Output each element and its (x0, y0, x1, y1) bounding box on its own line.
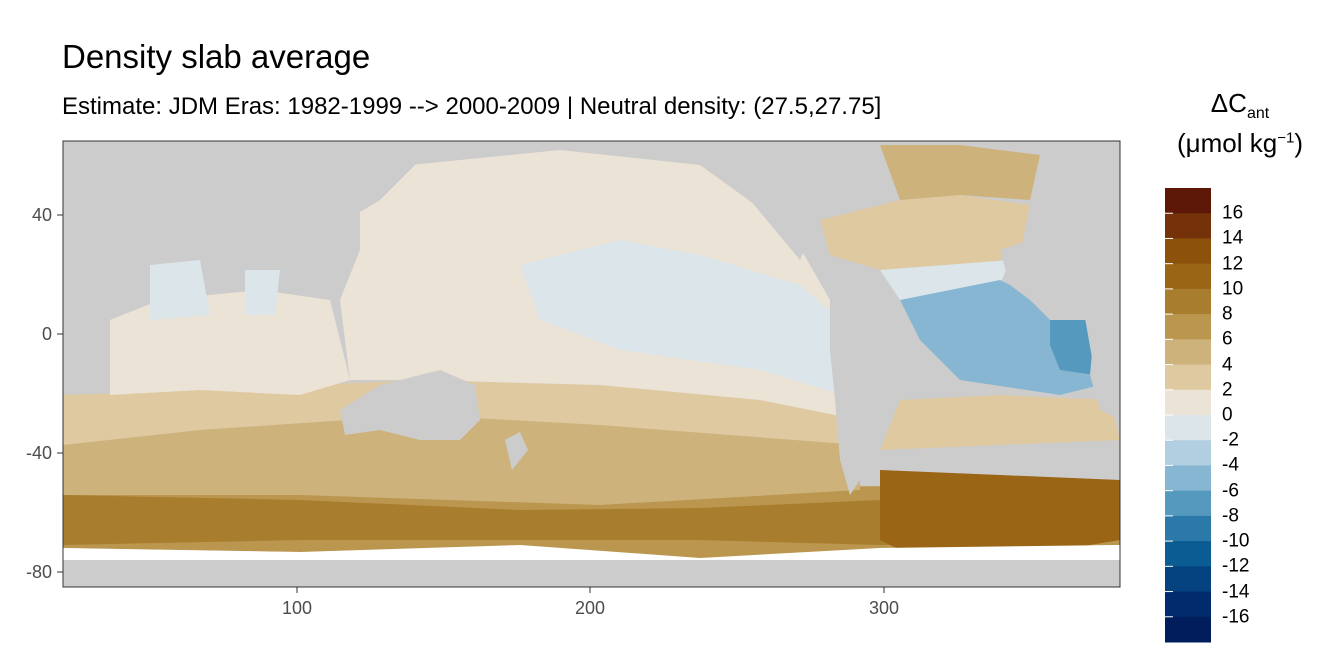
legend-label: -2 (1222, 429, 1239, 451)
legend-swatch (1165, 490, 1211, 517)
legend-swatch (1165, 440, 1211, 466)
antarctica (63, 560, 1120, 587)
chart-subtitle: Estimate: JDM Eras: 1982-1999 --> 2000-2… (62, 93, 882, 120)
eurasia (63, 141, 420, 260)
legend-label: -14 (1222, 581, 1250, 603)
north-atlantic (820, 195, 1030, 275)
weddell-sector (880, 470, 1120, 565)
legend-label: 4 (1222, 354, 1233, 376)
eastern-tropical-pacific (520, 240, 860, 400)
y-axis: 40 0 -40 -80 (26, 205, 63, 582)
legend-swatch (1165, 515, 1211, 542)
y-tick-label: 0 (42, 324, 52, 344)
legend-swatch (1165, 415, 1211, 441)
legend-symbol: ΔC (1210, 88, 1247, 118)
legend-label: 8 (1222, 303, 1233, 325)
x-tick-label: 100 (282, 598, 312, 618)
legend-swatch (1165, 188, 1211, 214)
legend-swatch (1165, 288, 1211, 315)
x-tick-label: 200 (575, 598, 605, 618)
legend-swatch (1165, 364, 1211, 391)
legend-swatch (1165, 389, 1211, 416)
legend-label: -8 (1222, 505, 1239, 527)
southern-ocean-band-dark (63, 490, 1120, 545)
indian-ocean (110, 290, 350, 395)
legend-label: -12 (1222, 555, 1250, 577)
x-axis: 100 200 300 (282, 587, 899, 618)
legend-unit: (μmol kg (1177, 128, 1278, 159)
x-tick-label: 300 (869, 598, 899, 618)
legend-swatch (1165, 238, 1211, 265)
legend-label: 2 (1222, 379, 1233, 401)
legend-unit-close: ) (1294, 128, 1303, 159)
legend-swatch (1165, 616, 1211, 643)
chart-title: Density slab average (62, 38, 371, 75)
legend-subscript: ant (1246, 105, 1270, 123)
legend-label: -16 (1222, 606, 1250, 628)
south-america (830, 290, 920, 495)
y-tick-label: 40 (32, 205, 52, 225)
legend-swatch (1165, 339, 1211, 366)
legend-swatch (1165, 541, 1211, 567)
subpolar-north-atlantic (880, 145, 1040, 200)
gulf-of-guinea (1050, 318, 1095, 375)
bay-of-bengal (245, 270, 280, 315)
legend-title: ΔCant (μmol kg−1) (1150, 85, 1330, 163)
legend-colorbar (1165, 188, 1211, 643)
arabian-sea (150, 260, 210, 320)
legend-label: -4 (1222, 454, 1239, 476)
south-midlat-band (63, 410, 860, 505)
south-atlantic-subtropics (880, 395, 1120, 450)
legend-label: 14 (1222, 227, 1244, 249)
y-tick-label: -80 (26, 562, 52, 582)
legend-swatch (1165, 566, 1211, 593)
tropical-north-atlantic (880, 260, 1010, 300)
legend-label: 12 (1222, 253, 1244, 275)
legend-label: 10 (1222, 278, 1244, 300)
legend-swatch (1165, 213, 1211, 239)
legend-label: 16 (1222, 202, 1244, 224)
map-panel (63, 141, 1120, 587)
legend-swatch (1165, 465, 1211, 492)
legend-label: 0 (1222, 404, 1233, 426)
legend-unit-exponent: −1 (1277, 129, 1295, 147)
australia (340, 370, 480, 440)
africa (1000, 240, 1120, 420)
legend-swatch (1165, 263, 1211, 290)
legend-label: -10 (1222, 530, 1250, 552)
legend-swatch (1165, 314, 1211, 340)
y-tick-label: -40 (26, 443, 52, 463)
new-zealand (505, 432, 528, 470)
legend-label: -6 (1222, 480, 1239, 502)
legend-label: 6 (1222, 328, 1233, 350)
legend-swatch (1165, 591, 1211, 618)
north-america (700, 141, 880, 260)
panel-border (62, 140, 1121, 588)
